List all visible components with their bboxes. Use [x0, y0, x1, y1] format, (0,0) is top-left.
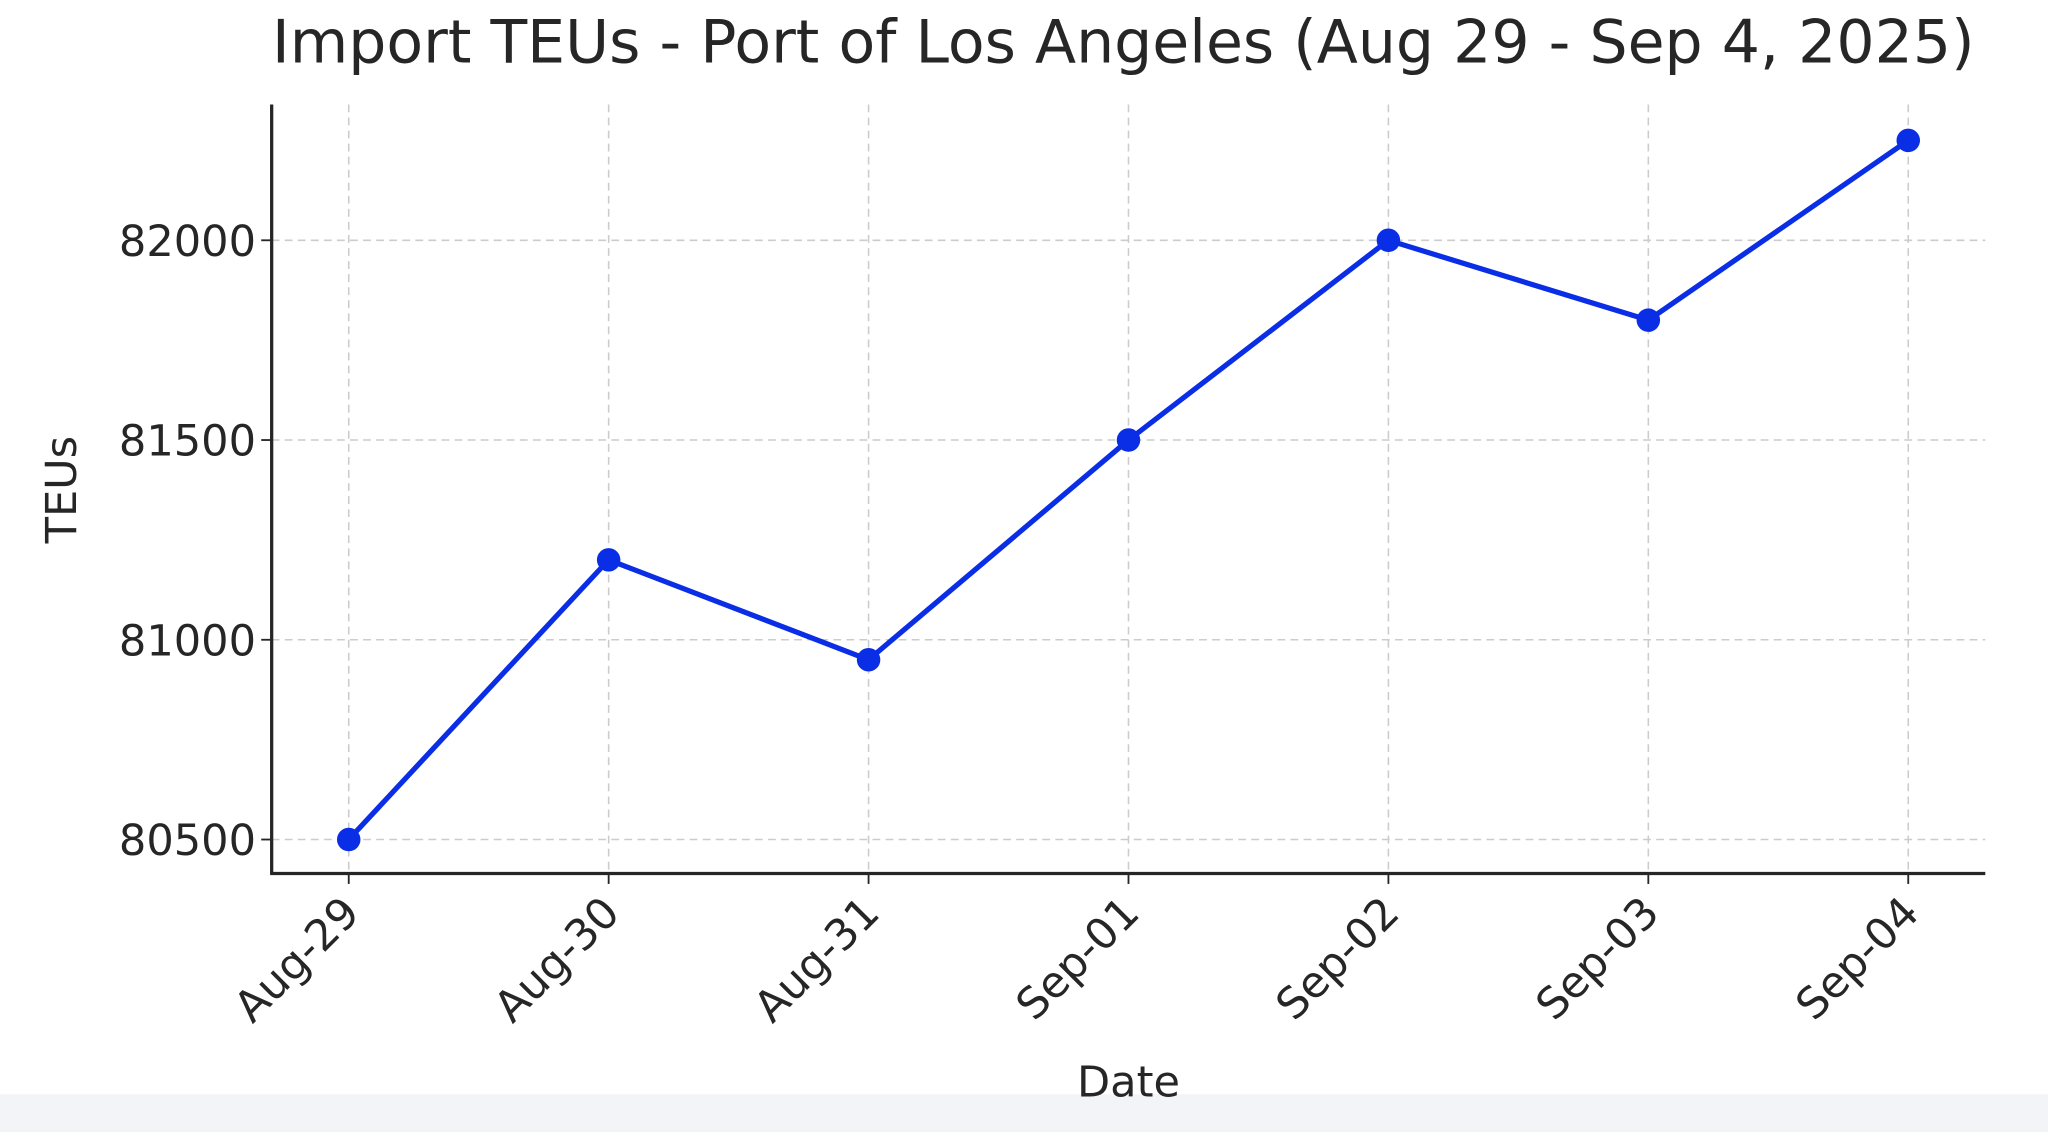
- y-tick-label: 81000: [119, 616, 256, 666]
- data-point: [596, 548, 621, 572]
- data-point: [856, 648, 881, 672]
- data-point: [1896, 128, 1920, 153]
- data-point: [336, 827, 361, 852]
- y-tick-label: 81500: [119, 417, 256, 467]
- x-axis-label: Date: [1077, 1058, 1180, 1108]
- y-tick-label: 80500: [119, 816, 256, 866]
- bottom-strip: [0, 1094, 2048, 1132]
- y-axis-label: TEUs: [37, 436, 87, 544]
- data-point: [1376, 228, 1401, 253]
- data-point: [1636, 308, 1661, 332]
- y-tick-label: 82000: [119, 217, 256, 267]
- chart-title: Import TEUs - Port of Los Angeles (Aug 2…: [272, 8, 1975, 78]
- data-point: [1116, 428, 1141, 452]
